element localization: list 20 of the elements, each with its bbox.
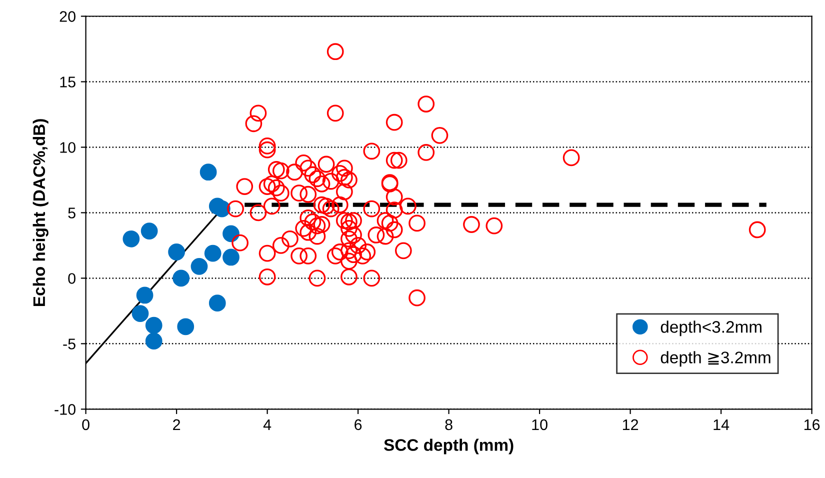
legend-label: depth ≧3.2mm xyxy=(660,351,770,367)
y-axis-title: Echo height (DAC%,dB) xyxy=(32,119,48,306)
y-tick-label: 20 xyxy=(60,11,76,22)
x-tick-label: 12 xyxy=(622,419,638,430)
y-tick-label: 0 xyxy=(68,273,76,284)
legend-label: depth<3.2mm xyxy=(660,320,762,336)
x-tick-label: 14 xyxy=(714,419,730,430)
x-tick-label: 0 xyxy=(82,419,90,430)
x-tick-label: 10 xyxy=(532,419,548,430)
y-tick-label: 15 xyxy=(60,76,76,88)
x-tick-label: 2 xyxy=(173,419,180,430)
y-tick-label: -5 xyxy=(63,338,76,350)
y-tick-label: -10 xyxy=(54,404,76,415)
y-tick-label: 5 xyxy=(68,208,76,218)
x-axis-title: SCC depth (mm) xyxy=(384,438,514,454)
y-tick-label: 10 xyxy=(60,142,76,153)
x-tick-label: 8 xyxy=(445,419,452,430)
x-tick-label: 4 xyxy=(263,419,272,430)
x-tick-label: 6 xyxy=(354,419,362,430)
x-tick-label: 16 xyxy=(804,419,820,430)
